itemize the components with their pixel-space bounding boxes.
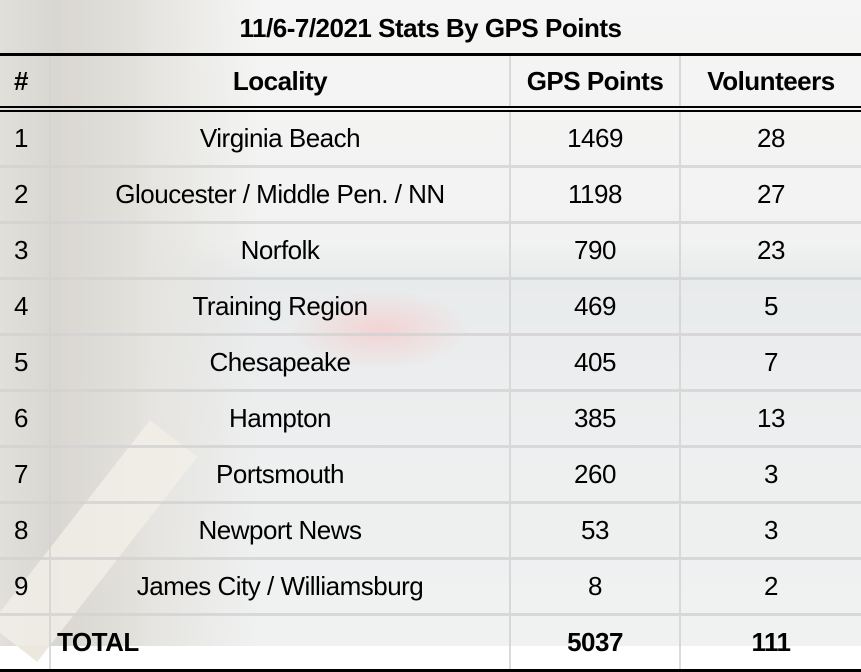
volunteers-cell: 3 [679,446,861,504]
volunteers-cell: 13 [679,390,861,448]
row-number: 1 [0,109,50,168]
table-row: 1 Virginia Beach 1469 28 [0,109,861,168]
table-title: 11/6-7/2021 Stats By GPS Points [239,13,622,43]
volunteers-cell: 28 [679,109,861,168]
gps-points-cell: 469 [509,278,680,336]
gps-points-cell: 405 [509,334,680,392]
table-row: 2 Gloucester / Middle Pen. / NN 1198 27 [0,166,861,224]
col-header-gps-points: GPS Points [509,53,680,112]
locality-cell: Hampton [49,390,510,448]
locality-cell: Training Region [49,278,510,336]
total-volunteers: 111 [679,613,861,672]
locality-cell: Chesapeake [49,334,510,392]
locality-cell: Norfolk [49,222,510,280]
volunteers-cell: 27 [679,166,861,224]
row-number: 2 [0,166,50,224]
row-number: 8 [0,502,50,560]
col-header-locality: Locality [49,53,510,112]
table-row: 5 Chesapeake 405 7 [0,334,861,392]
total-gps-points: 5037 [509,613,680,672]
volunteers-cell: 23 [679,222,861,280]
gps-points-cell: 1198 [509,166,680,224]
locality-cell: Virginia Beach [49,109,510,168]
gps-points-cell: 385 [509,390,680,448]
row-number: 6 [0,390,50,448]
row-number: 5 [0,334,50,392]
locality-cell: Portsmouth [49,446,510,504]
gps-points-cell: 53 [509,502,680,560]
gps-points-cell: 790 [509,222,680,280]
row-number: 4 [0,278,50,336]
locality-cell: Gloucester / Middle Pen. / NN [49,166,510,224]
stats-table: # Locality GPS Points Volunteers 1 Virgin… [0,53,861,672]
row-number: 3 [0,222,50,280]
header-row: # Locality GPS Points Volunteers [0,53,861,112]
total-label: TOTAL [49,613,510,672]
col-header-volunteers: Volunteers [679,53,861,112]
total-row: TOTAL 5037 111 [0,613,861,672]
table-row: 9 James City / Williamsburg 8 2 [0,558,861,616]
volunteers-cell: 3 [679,502,861,560]
gps-points-cell: 8 [509,558,680,616]
locality-cell: James City / Williamsburg [49,558,510,616]
table-row: 7 Portsmouth 260 3 [0,446,861,504]
volunteers-cell: 2 [679,558,861,616]
table-row: 6 Hampton 385 13 [0,390,861,448]
gps-points-cell: 1469 [509,109,680,168]
table-row: 4 Training Region 469 5 [0,278,861,336]
row-number: 9 [0,558,50,616]
volunteers-cell: 5 [679,278,861,336]
col-header-number: # [0,53,50,112]
gps-points-cell: 260 [509,446,680,504]
table-row: 8 Newport News 53 3 [0,502,861,560]
row-number: 7 [0,446,50,504]
locality-cell: Newport News [49,502,510,560]
volunteers-cell: 7 [679,334,861,392]
total-number-cell [0,613,50,672]
table-row: 3 Norfolk 790 23 [0,222,861,280]
